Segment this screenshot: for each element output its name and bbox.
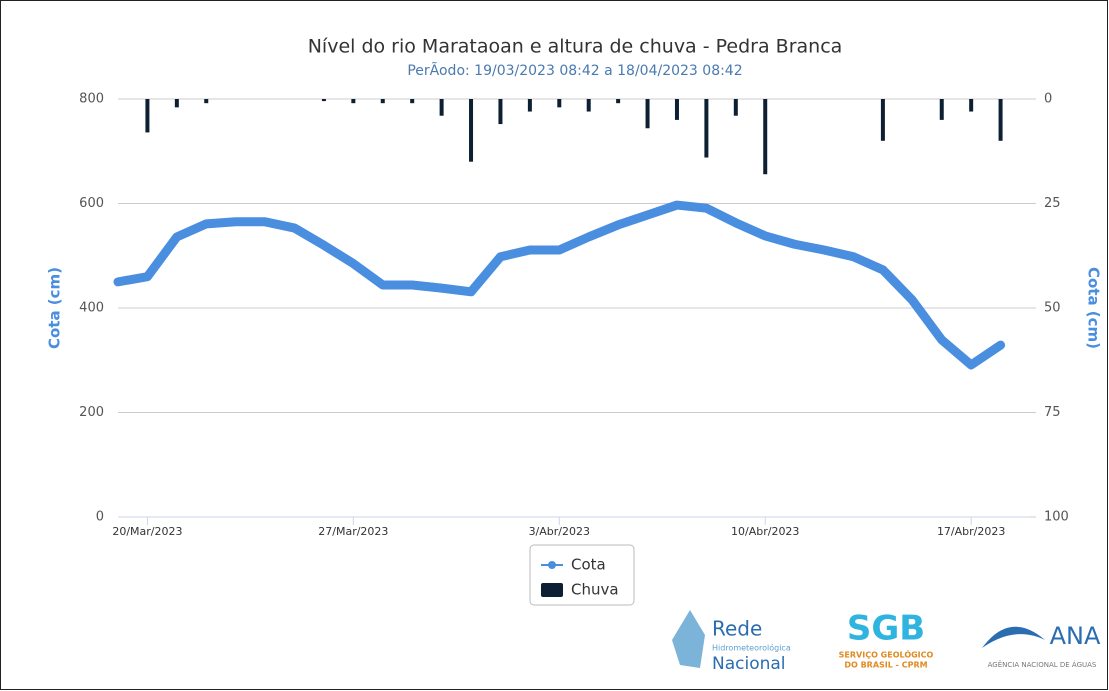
bar [880,99,885,141]
bar [351,99,356,104]
logo-text: ANA [1050,622,1101,650]
legend-label: Cota [571,556,606,574]
logo-rede: Rede Hidrometeorológica Nacional [672,610,791,674]
logo-text: DO BRASIL - CPRM [844,661,927,670]
bar [498,99,503,125]
x-tick-label: 17/Abr/2023 [937,525,1005,538]
chart-subtitle: PerÃodo: 19/03/2023 08:42 a 18/04/2023 0… [407,62,742,79]
bar [174,99,179,108]
bar [998,99,1003,141]
logo-text: SERVIÇO GEOLÓGICO [839,649,934,660]
bar [616,99,621,104]
bar [969,99,974,112]
bar [733,99,738,116]
y2-tick-label: 100 [1044,510,1069,525]
logo-text: Nacional [712,654,786,674]
legend-symbol [548,561,556,569]
y-tick-label: 600 [79,196,104,211]
legend-label: Chuva [571,581,619,599]
y2-tick-label: 0 [1044,92,1052,107]
bar [939,99,944,120]
logo-text: SGB [847,609,925,649]
y-tick-label: 200 [79,405,104,420]
bar [380,99,385,104]
x-tick-label: 20/Mar/2023 [112,525,182,538]
x-tick-label: 3/Abr/2023 [529,525,590,538]
logo-sgb: SGB SERVIÇO GEOLÓGICO DO BRASIL - CPRM [839,609,934,670]
bar [557,99,562,108]
y-tick-label: 800 [79,92,104,107]
y2-tick-label: 25 [1044,196,1061,211]
logo-icon [982,626,1045,648]
y-axis-label: Cota (cm) [46,267,64,349]
y2-tick-label: 75 [1044,405,1061,420]
bar [145,99,150,133]
line [113,200,1006,370]
bar [321,99,326,102]
bar [586,99,591,112]
x-tick-label: 27/Mar/2023 [318,525,388,538]
y-tick-label: 0 [96,510,104,525]
logo-text: Rede [712,617,762,641]
bar [704,99,709,158]
logo-text: Hidrometeorológica [712,643,791,653]
x-tick-label: 10/Abr/2023 [731,525,799,538]
y2-tick-label: 50 [1044,301,1061,316]
bar [410,99,415,104]
bar [645,99,650,129]
legend-symbol [541,583,563,597]
bar [763,99,768,175]
y-tick-label: 400 [79,301,104,316]
logo-ana: ANA AGÊNCIA NACIONAL DE ÁGUAS [982,622,1101,669]
bar [674,99,679,120]
y2-axis-label: Cota (cm) [1085,267,1103,349]
bar [527,99,532,112]
bar [204,99,209,104]
bar [469,99,474,162]
logo-text: AGÊNCIA NACIONAL DE ÁGUAS [988,660,1097,669]
chart-title: Nível do rio Marataoan e altura de chuva… [308,36,843,58]
logo-icon [672,610,705,668]
bar [439,99,444,116]
